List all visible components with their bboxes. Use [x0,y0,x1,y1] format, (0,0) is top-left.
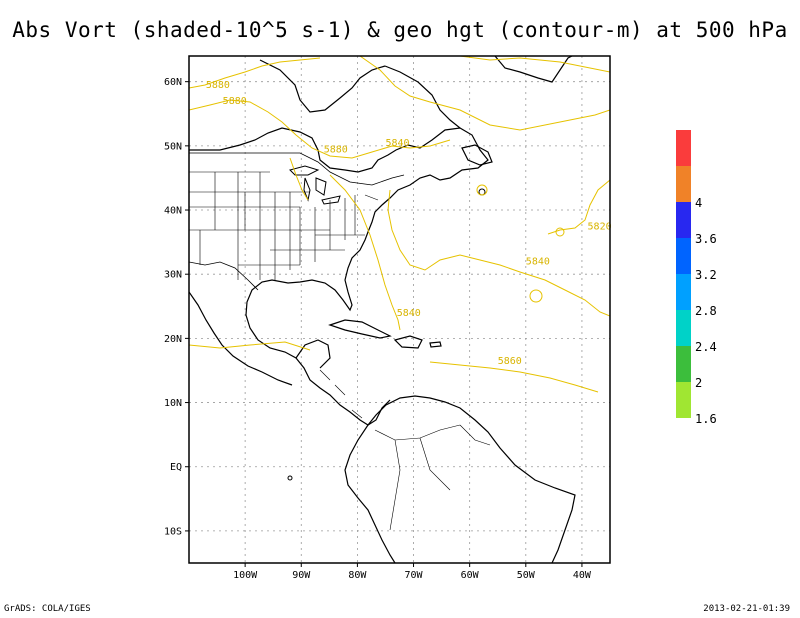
contour-label-5: 5840 [526,257,550,268]
lon-tick-label-3: 70W [405,570,424,581]
legend-swatch-7 [676,130,691,166]
coastline-north-america [189,127,489,426]
legend-label-0: 1.6 [695,412,717,426]
legend-label-6: 4 [695,196,702,210]
legend-swatch-4 [676,238,691,274]
contour-label-2: 5880 [324,144,348,155]
lon-tick-label-4: 60W [461,570,480,581]
legend-label-5: 3.6 [695,232,717,246]
lake-michigan [303,177,311,202]
contour-line-5880-north [189,57,321,89]
coastlines [189,56,576,563]
plot-frame [188,55,611,564]
lat-tick-label-1: 50N [164,141,182,152]
border-us-mexico [189,261,259,291]
lon-tick-label-5: 50W [517,570,536,581]
legend-swatch-6 [676,166,691,202]
lon-tick-label-1: 90W [292,570,311,581]
legend-label-1: 2 [695,376,702,390]
contour-label-3: 5840 [385,138,409,149]
coastline-yucatan [295,339,331,369]
lat-tick-label-3: 30N [164,270,182,281]
island-galapagos [287,475,293,481]
border-south-america [374,424,491,531]
contour-line-5840-north [359,56,610,131]
lon-tick-label-0: 100W [233,570,258,581]
contour-line-5860 [189,341,599,393]
legend-label-2: 2.4 [695,340,717,354]
contour-line-5840-top [459,56,610,73]
contour-line-5840-south [329,174,401,331]
contour-label-7: 5860 [498,356,522,367]
coastline-mexico-west [189,291,293,386]
coastline-south-america [367,395,576,563]
coastline-hudson-bay [259,59,386,113]
coastline-south-america-west [344,424,396,563]
footer-timestamp: 2013-02-21-01:39 [703,604,790,614]
legend-swatch-5 [676,202,691,238]
chart-title: Abs Vort (shaded-10^5 s-1) & geo hgt (co… [12,18,788,42]
lake-huron [315,177,327,196]
contour-cell-small-3 [555,227,565,237]
contour-cell-small-2 [529,289,543,303]
border-us-states [189,171,379,280]
lake-erie [321,195,341,205]
lat-tick-label-5: 10N [164,398,182,409]
contour-label-6: 5840 [397,308,421,319]
coastline-labrador [384,65,461,129]
legend-swatch-3 [676,274,691,310]
contour-cell-small-1 [476,184,488,196]
legend-swatch-1 [676,346,691,382]
color-legend: 1.6 2 2.4 2.8 3.2 3.6 4 [676,130,717,426]
legend-swatch-0 [676,382,691,418]
contour-line-west-small [289,157,309,201]
legend-label-3: 2.8 [695,304,717,318]
border-central-america [319,369,363,419]
coastline-puerto-rico [429,341,442,348]
contour-label-1: 5880 [223,96,247,107]
coastline-newfoundland [461,144,493,166]
lat-tick-label-6: EQ [170,462,182,473]
political-borders [189,152,491,531]
contour-label-4: 5820 [588,221,612,232]
coastline-hispaniola [393,335,423,349]
legend-swatch-2 [676,310,691,346]
lon-tick-label-2: 80W [348,570,367,581]
lat-tick-label-0: 60N [164,77,182,88]
height-contours [189,56,610,393]
lat-tick-label-4: 20N [164,334,182,345]
coastline-cuba [328,319,392,339]
footer-credit: GrADS: COLA/IGES [4,604,91,614]
contour-line-5820 [547,179,610,235]
axis-ticks: 60N 50N 40N 30N 20N 10N EQ 10S 100W 90W 80W 70W 60W 5… [164,77,592,581]
lake-superior [289,165,320,176]
lat-tick-label-7: 10S [164,526,182,537]
coastline-greenland [494,56,573,83]
contour-line-5880-mid [189,99,451,159]
border-canada-us [189,152,405,186]
lon-tick-label-6: 40W [573,570,592,581]
contour-labels: 5880 5880 5880 5840 5820 5840 5840 5860 [206,80,612,367]
contour-line-5840-atlantic [387,189,610,317]
lat-tick-label-2: 40N [164,206,182,217]
contour-label-0: 5880 [206,80,230,91]
legend-label-4: 3.2 [695,268,717,282]
